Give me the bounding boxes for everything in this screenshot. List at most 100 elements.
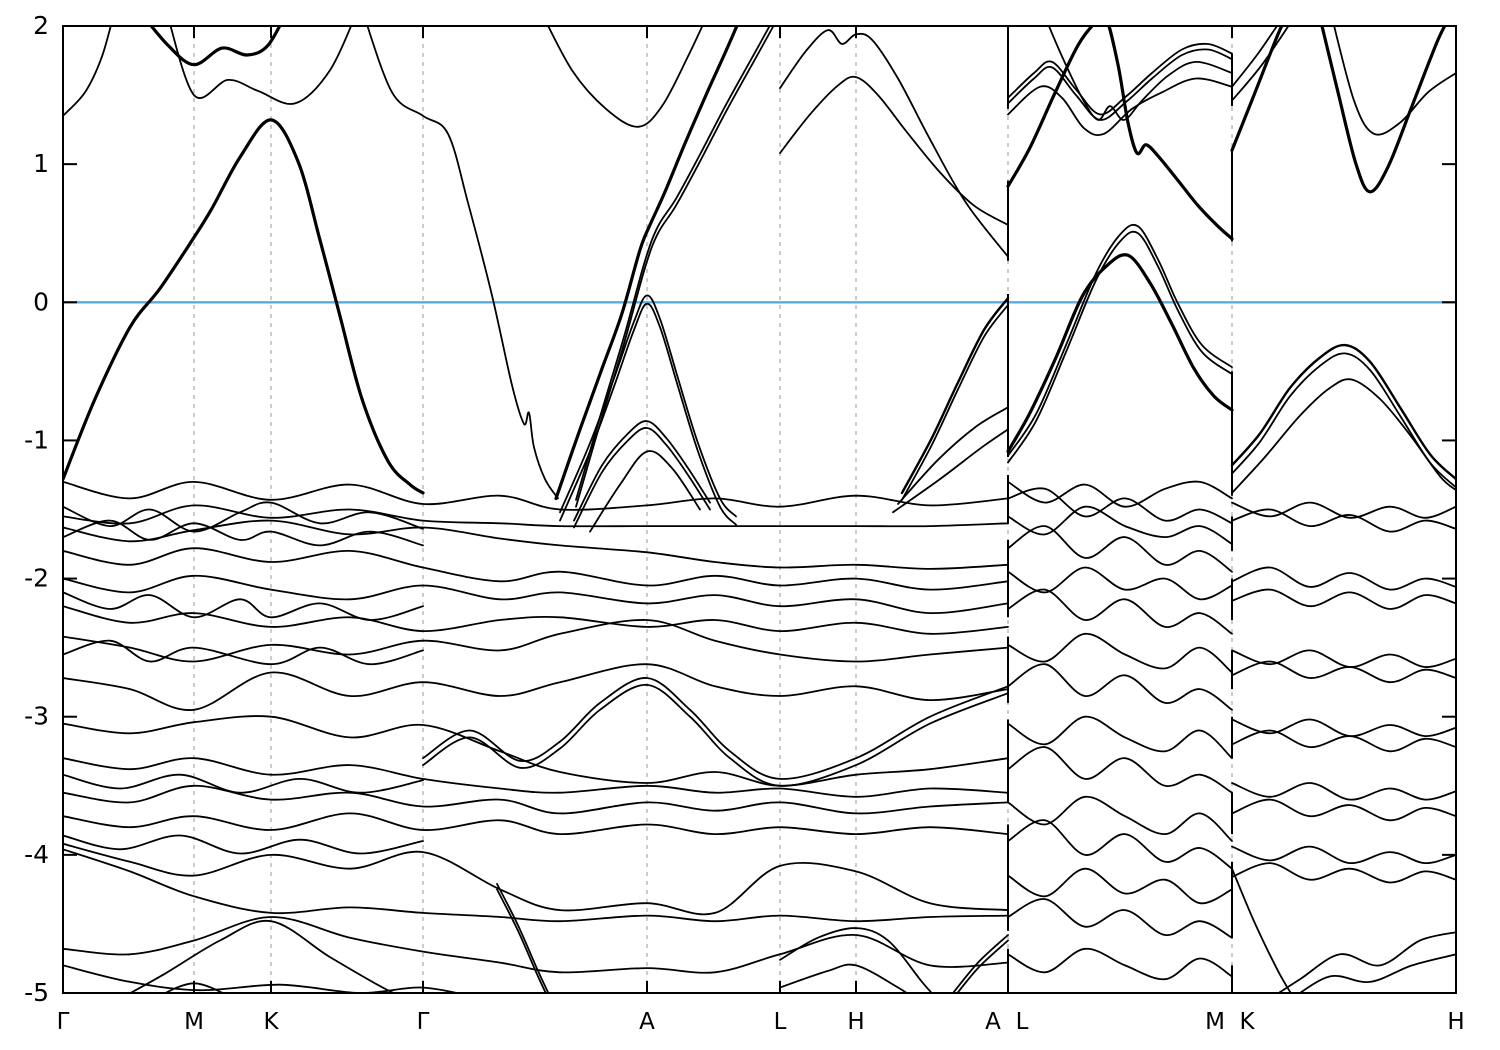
band-line (1231, 26, 1290, 102)
band-line (63, 118, 425, 495)
x-tick-label: Γ (57, 1009, 70, 1035)
band-line (575, 26, 771, 501)
band-line (1007, 525, 1233, 573)
axis-ticks (62, 25, 1457, 994)
band-line (496, 882, 550, 993)
band-line (63, 547, 1009, 591)
band-line (63, 639, 424, 666)
band-line (63, 848, 1009, 923)
y-tick-label: 1 (33, 149, 49, 178)
y-tick-label: -4 (24, 840, 49, 869)
band-line (900, 296, 1010, 495)
band-line (897, 406, 1009, 505)
band-line (1231, 660, 1456, 684)
band-line (63, 26, 112, 117)
band-line (63, 574, 1009, 615)
x-tick-label: M (184, 1009, 204, 1035)
y-tick-label: -5 (24, 978, 49, 1007)
band-line (1007, 867, 1233, 905)
band-line (63, 504, 1009, 528)
band-line (1231, 649, 1456, 668)
band-line (1007, 480, 1233, 508)
band-line (892, 428, 1009, 514)
band-line (1007, 487, 1233, 525)
band-line (63, 605, 1009, 635)
band-line (1007, 588, 1233, 635)
band-line (366, 26, 559, 500)
band-line (779, 75, 1009, 226)
band-line (1231, 352, 1456, 489)
x-tick-label: L (774, 1009, 787, 1035)
band-line (1231, 845, 1456, 865)
y-axis-tick-labels: 2 1 0 -1 -2 -3 -4 -5 (24, 11, 49, 1007)
band-line (128, 919, 396, 993)
band-line (554, 26, 739, 501)
x-tick-label: M (1205, 1009, 1225, 1035)
band-line (422, 683, 1009, 787)
band-line (901, 304, 1009, 501)
x-tick-label: H (1447, 1009, 1464, 1035)
band-line (1231, 718, 1456, 738)
band-line (149, 26, 282, 67)
band-line (63, 715, 1009, 787)
energy-bands (63, 26, 1456, 993)
band-line (1007, 77, 1233, 137)
band-line (63, 519, 424, 547)
band-line (63, 773, 424, 794)
band-line (1007, 48, 1233, 121)
band-line (575, 26, 775, 508)
band-line (63, 964, 462, 993)
band-line (1333, 26, 1456, 136)
band-line (1231, 588, 1456, 610)
band-line (559, 294, 737, 518)
x-tick-label: K (263, 1009, 279, 1035)
x-tick-label: Γ (417, 1009, 430, 1035)
x-tick-label: L (1016, 1009, 1029, 1035)
x-tick-label: K (1239, 1009, 1255, 1035)
band-line (63, 591, 424, 621)
band-line (1007, 746, 1233, 794)
y-tick-label: -1 (24, 425, 49, 454)
band-line (779, 29, 1009, 258)
band-line (1007, 223, 1233, 457)
band-line (63, 784, 1009, 815)
band-line (1231, 798, 1456, 822)
y-tick-label: -2 (24, 564, 49, 593)
band-line (1320, 26, 1447, 194)
y-tick-label: -3 (24, 702, 49, 731)
band-line (1231, 782, 1456, 801)
band-line (1231, 508, 1456, 533)
y-tick-label: 0 (33, 287, 49, 316)
x-tick-label: A (985, 1009, 1001, 1035)
band-line (779, 927, 933, 993)
band-line (1006, 253, 1234, 454)
band-line (63, 663, 1009, 711)
axes-frame (62, 25, 1457, 994)
band-line (1231, 378, 1456, 494)
band-line (1007, 947, 1233, 981)
band-line (1007, 663, 1233, 711)
band-line (1230, 26, 1284, 152)
band-line (1231, 867, 1292, 993)
band-line (951, 934, 1009, 993)
band-line (63, 480, 1009, 511)
y-tick-label: 2 (33, 11, 49, 40)
band-line (1231, 26, 1279, 88)
band-line (63, 842, 1009, 916)
band-line (547, 26, 704, 128)
band-line (559, 302, 737, 526)
band-line (1007, 795, 1233, 842)
band-line (1006, 26, 1234, 241)
band-line (496, 888, 547, 993)
band-line (1007, 819, 1233, 870)
band-line (1007, 898, 1233, 939)
band-line (779, 963, 909, 993)
band-line (63, 834, 424, 855)
band-line (63, 619, 1009, 663)
band-line (1231, 566, 1456, 591)
band-line (1298, 953, 1456, 993)
x-tick-label: A (639, 1009, 655, 1035)
band-line (1007, 566, 1233, 601)
